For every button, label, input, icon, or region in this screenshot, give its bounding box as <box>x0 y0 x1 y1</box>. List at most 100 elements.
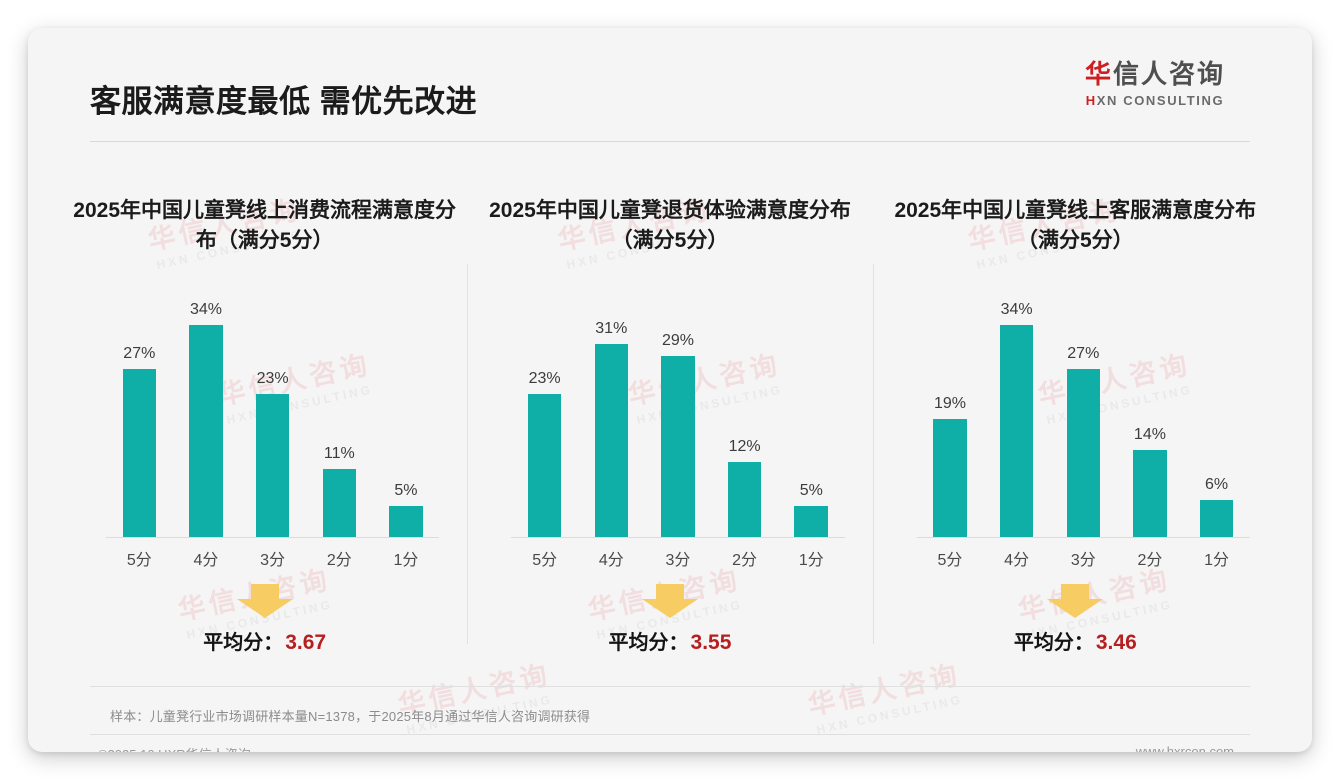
bar-slot: 11% <box>309 288 369 537</box>
bar-slot: 27% <box>109 288 169 537</box>
bar-value-label: 23% <box>256 369 289 387</box>
category-label: 2分 <box>732 552 758 569</box>
bar-slot: 34% <box>176 288 236 537</box>
bar[interactable] <box>527 393 562 537</box>
average-score: 平均分：3.67 <box>62 626 467 655</box>
bar[interactable] <box>999 325 1034 537</box>
bar[interactable] <box>1066 368 1101 537</box>
chart-panels: 2025年中国儿童凳线上消费流程满意度分布（满分5分） 27% 34% 23% 11% 5… <box>62 168 1278 668</box>
down-arrow-icon <box>1047 584 1104 618</box>
bar-slot: 29% <box>648 288 708 537</box>
average-score-label: 平均分： <box>608 632 689 654</box>
chart-panel: 2025年中国儿童凳线上客服满意度分布（满分5分） 19% 34% 27% 14% 6% 5… <box>872 168 1278 668</box>
category-label: 3分 <box>1070 552 1096 569</box>
bar-value-label: 34% <box>189 301 222 319</box>
average-score-label: 平均分： <box>203 632 284 654</box>
bar-value-label: 6% <box>1205 475 1229 493</box>
bar-value-label: 11% <box>323 444 355 462</box>
category-label: 4分 <box>193 552 219 569</box>
bar[interactable] <box>122 368 157 537</box>
bar[interactable] <box>661 356 695 537</box>
logo-english: HXN CONSULTING <box>1060 93 1250 108</box>
average-score: 平均分：3.46 <box>873 626 1278 655</box>
bar-group: 23% 31% 29% 12% 5% <box>511 288 845 538</box>
bar-value-label: 34% <box>1000 301 1033 319</box>
chart-title: 2025年中国儿童凳退货体验满意度分布（满分5分） <box>489 199 851 253</box>
logo-english-accent: H <box>1085 92 1097 108</box>
category-label: 3分 <box>260 552 286 569</box>
copyright-text: ©2025.10 HXR华信人咨询 <box>98 744 251 752</box>
bar-slot: 6% <box>1187 288 1247 537</box>
bar-value-label: 5% <box>394 481 418 499</box>
watermark-english: HXN CONSULTING <box>815 692 965 737</box>
bar[interactable] <box>1133 449 1167 537</box>
bar-slot: 23% <box>515 288 575 537</box>
chart-title: 2025年中国儿童凳线上客服满意度分布（满分5分） <box>894 199 1257 253</box>
category-label: 5分 <box>126 552 152 569</box>
category-axis: 5分 4分 3分 2分 1分 <box>106 546 439 570</box>
category-label: 4分 <box>1004 552 1030 569</box>
page-title: 客服满意度最低 需优先改进 <box>90 84 478 119</box>
category-label: 2分 <box>326 552 352 569</box>
chart-panel: 2025年中国儿童凳线上消费流程满意度分布（满分5分） 27% 34% 23% 11% 5… <box>62 168 467 668</box>
slide-header: 客服满意度最低 需优先改进 华信人咨询 HXN CONSULTING <box>28 28 1312 132</box>
bar[interactable] <box>594 344 629 537</box>
footer-divider <box>90 734 1250 735</box>
bar[interactable] <box>794 505 829 537</box>
logo-chinese-rest: 信人咨询 <box>1113 59 1226 89</box>
average-score: 平均分：3.55 <box>467 626 872 655</box>
average-score-value: 3.67 <box>285 631 327 654</box>
category-label: 5分 <box>532 552 558 569</box>
bar-slot: 27% <box>1053 288 1113 537</box>
category-label: 1分 <box>1204 552 1230 569</box>
bar[interactable] <box>255 393 290 537</box>
down-arrow-icon <box>236 584 293 618</box>
sample-footnote: 样本：儿童凳行业市场调研样本量N=1378，于2025年8月通过华信人咨询调研获… <box>110 709 591 724</box>
category-label: 2分 <box>1137 552 1163 569</box>
average-score-value: 3.46 <box>1095 631 1137 654</box>
bar[interactable] <box>1199 499 1234 537</box>
bar-slot: 12% <box>715 288 775 537</box>
bar-value-label: 29% <box>661 332 694 350</box>
average-score-label: 平均分： <box>1013 632 1094 654</box>
bar-value-label: 12% <box>728 438 761 456</box>
bar-slot: 34% <box>987 288 1047 537</box>
category-label: 1分 <box>798 552 824 569</box>
plot-area: 23% 31% 29% 12% 5% <box>511 288 845 538</box>
bar-value-label: 31% <box>595 320 628 338</box>
bar-slot: 14% <box>1120 288 1180 537</box>
category-label: 3分 <box>665 552 691 569</box>
bar-slot: 5% <box>781 288 841 537</box>
category-label: 5分 <box>937 552 963 569</box>
website-text[interactable]: www.hxrcon.com <box>1135 744 1234 752</box>
chart-title: 2025年中国儿童凳线上消费流程满意度分布（满分5分） <box>73 199 457 253</box>
bar-slot: 23% <box>243 288 303 537</box>
plot-area: 27% 34% 23% 11% 5% <box>106 288 440 538</box>
bar-value-label: 27% <box>123 344 156 362</box>
category-label: 4分 <box>598 552 624 569</box>
bar[interactable] <box>389 505 423 537</box>
logo-chinese: 华信人咨询 <box>1060 60 1250 89</box>
bar-value-label: 23% <box>528 369 561 387</box>
bar-slot: 19% <box>920 288 980 537</box>
brand-logo: 华信人咨询 HXN CONSULTING <box>1060 60 1250 108</box>
logo-english-rest: XN CONSULTING <box>1096 92 1225 108</box>
bar-value-label: 27% <box>1067 344 1100 362</box>
bar-value-label: 19% <box>933 394 966 412</box>
category-axis: 5分 4分 3分 2分 1分 <box>511 546 844 570</box>
bar[interactable] <box>727 462 762 537</box>
category-label: 1分 <box>393 552 419 569</box>
bar-slot: 31% <box>581 288 641 537</box>
bar[interactable] <box>189 325 223 537</box>
bar-value-label: 14% <box>1133 425 1166 443</box>
bar[interactable] <box>322 468 357 537</box>
bar-value-label: 5% <box>799 481 823 499</box>
bar-group: 27% 34% 23% 11% 5% <box>106 288 440 538</box>
bar[interactable] <box>933 418 967 537</box>
bar-group: 19% 34% 27% 14% 6% <box>916 288 1250 538</box>
bar-slot: 5% <box>376 288 436 537</box>
chart-panel: 2025年中国儿童凳退货体验满意度分布（满分5分） 23% 31% 29% 12% 5% 5… <box>467 168 872 668</box>
category-axis: 5分 4分 3分 2分 1分 <box>917 546 1250 570</box>
footnote-divider <box>90 686 1250 687</box>
